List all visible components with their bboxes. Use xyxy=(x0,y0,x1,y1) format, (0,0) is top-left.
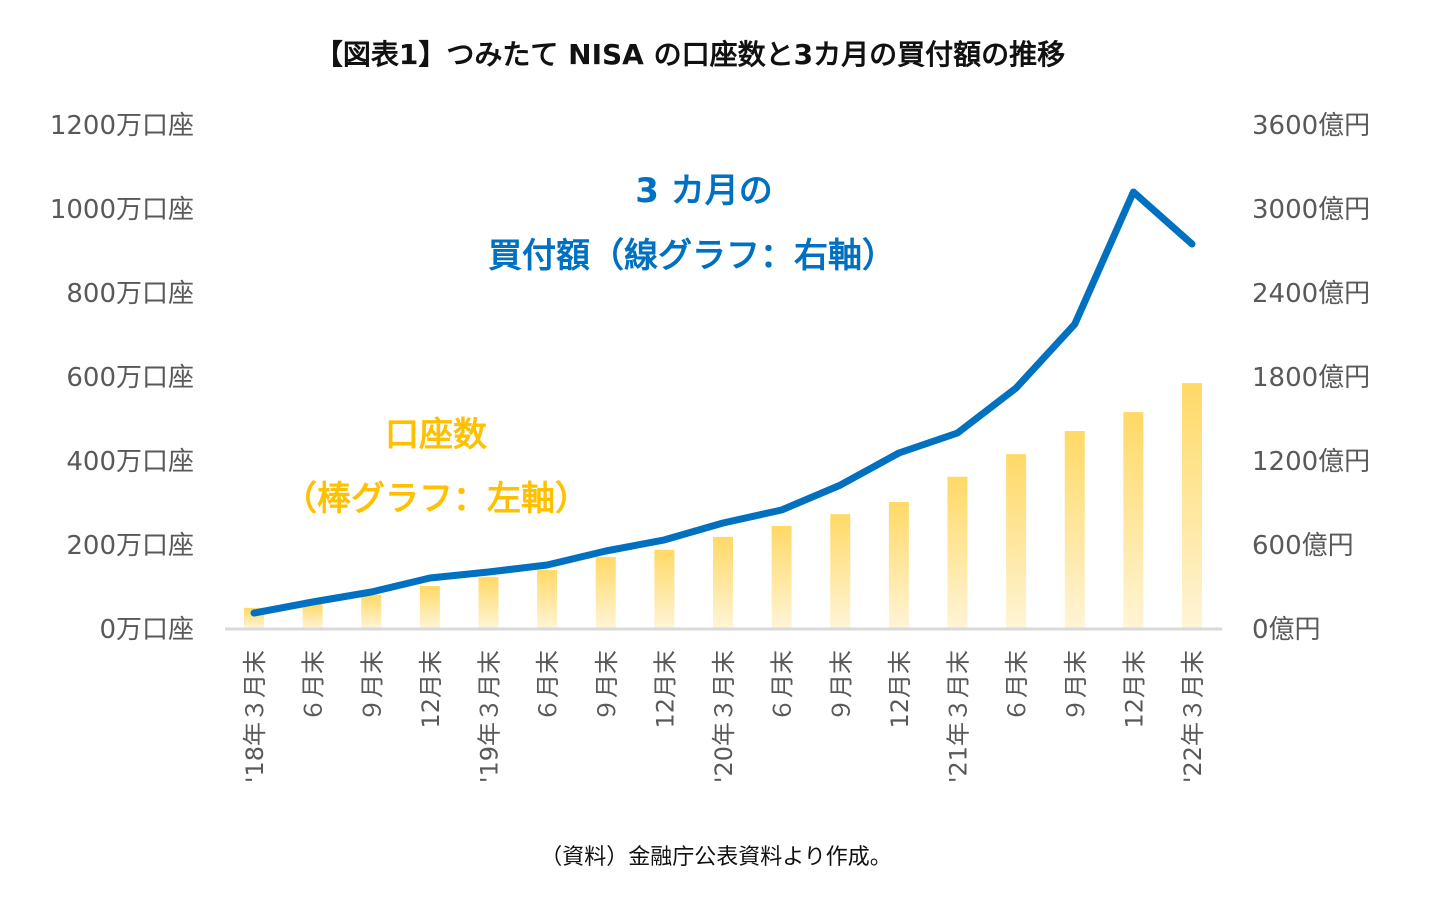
bar xyxy=(478,577,499,628)
x-tick-label: '21年３月末 xyxy=(945,650,973,783)
left-tick-label: 0万口座 xyxy=(99,615,194,645)
bar xyxy=(1123,412,1144,628)
right-tick-label: 1800億円 xyxy=(1252,363,1370,393)
bar xyxy=(830,514,851,628)
x-tick-label: ６月末 xyxy=(769,650,797,722)
bar xyxy=(713,536,733,628)
bar xyxy=(1182,383,1202,628)
bar xyxy=(654,549,675,628)
bar-annotation-2: （棒グラフ：左軸） xyxy=(283,479,589,519)
x-tick-label: 12月末 xyxy=(417,650,445,729)
bar xyxy=(595,557,616,628)
x-tick-label: ９月末 xyxy=(827,650,855,722)
right-tick-label: 1200億円 xyxy=(1252,447,1370,477)
x-tick-label: ６月末 xyxy=(300,650,328,722)
bar-series xyxy=(244,383,1202,628)
line-annotation-1: 3 カ月の xyxy=(635,171,773,211)
left-tick-label: 1200万口座 xyxy=(50,111,194,141)
right-tick-label: 0億円 xyxy=(1252,615,1321,645)
x-tick-label: ６月末 xyxy=(534,650,562,722)
bar xyxy=(1064,431,1085,628)
bar xyxy=(419,586,440,628)
left-tick-label: 1000万口座 xyxy=(50,195,194,225)
bar-annotation-1: 口座数 xyxy=(385,415,487,455)
x-tick-label: ９月末 xyxy=(1062,650,1090,722)
bar xyxy=(361,594,382,628)
line-annotation-2: 買付額（線グラフ：右軸） xyxy=(488,236,896,276)
x-tick-label: ９月末 xyxy=(593,650,621,722)
chart-title: 【図表1】つみたて NISA の口座数と3カ月の買付額の推移 xyxy=(315,38,1065,71)
x-tick-label: '19年３月末 xyxy=(476,650,504,783)
right-tick-label: 2400億円 xyxy=(1252,279,1370,309)
bar xyxy=(1006,454,1027,628)
x-tick-label: 12月末 xyxy=(886,650,914,729)
x-tick-label: ９月末 xyxy=(358,650,386,722)
x-tick-label: 12月末 xyxy=(651,650,679,729)
bar xyxy=(947,476,968,628)
bar xyxy=(537,570,558,628)
source-note: （資料）金融庁公表資料より作成。 xyxy=(540,845,892,870)
bar xyxy=(888,502,909,628)
x-tick-label: ６月末 xyxy=(1003,650,1031,722)
x-axis-labels: '18年３月末 ６月末 ９月末 12月末 '19年３月末 ６月末 ９月末 12月末 '20年３月… xyxy=(241,650,1207,783)
left-axis: 0万口座 200万口座 400万口座 600万口座 800万口座 1000万口座 1200万… xyxy=(50,111,194,645)
left-tick-label: 600万口座 xyxy=(66,363,194,393)
bar xyxy=(771,525,792,628)
left-tick-label: 800万口座 xyxy=(66,279,194,309)
x-tick-label: '22年３月末 xyxy=(1179,650,1207,783)
bar xyxy=(302,604,323,628)
right-axis: 0億円 600億円 1200億円 1800億円 2400億円 3000億円 3600億円 xyxy=(1252,111,1370,645)
right-tick-label: 3600億円 xyxy=(1252,111,1370,141)
left-tick-label: 200万口座 xyxy=(66,531,194,561)
right-tick-label: 600億円 xyxy=(1252,531,1354,561)
right-tick-label: 3000億円 xyxy=(1252,195,1370,225)
left-tick-label: 400万口座 xyxy=(66,447,194,477)
x-tick-label: '18年３月末 xyxy=(241,650,269,783)
x-tick-label: 12月末 xyxy=(1120,650,1148,729)
x-tick-label: '20年３月末 xyxy=(710,650,738,783)
